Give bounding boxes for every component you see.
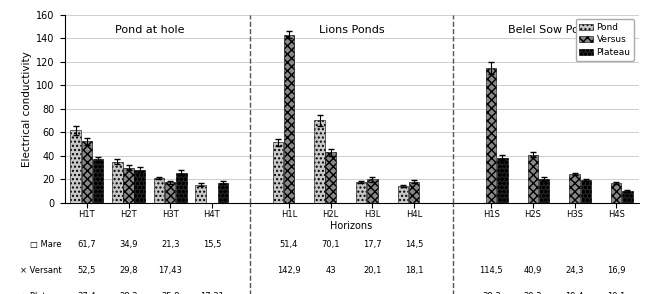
Text: 14,5: 14,5 [405,240,423,249]
Text: □ Mare: □ Mare [30,240,62,249]
Bar [397,186,408,203]
Bar [356,182,366,203]
Bar [284,35,294,203]
Bar [112,162,123,203]
Bar [326,152,336,203]
Text: 51,4: 51,4 [280,240,298,249]
Text: 34,9: 34,9 [119,240,138,249]
Text: × Versant: × Versant [20,266,62,275]
Legend: Pond, Versus, Plateau: Pond, Versus, Plateau [575,19,634,61]
Bar [528,155,538,203]
Text: 17,7: 17,7 [363,240,382,249]
Text: 25,8: 25,8 [161,293,179,294]
Text: 18,1: 18,1 [405,266,423,275]
Text: 61,7: 61,7 [77,240,96,249]
Bar [218,183,228,203]
Text: 40,9: 40,9 [524,266,542,275]
Text: 43: 43 [325,266,336,275]
Bar [70,130,81,203]
Bar [154,178,164,203]
Bar [367,179,377,203]
Bar [497,158,508,203]
Bar [123,168,134,203]
Bar [622,191,633,203]
Bar [314,121,324,203]
Bar [580,180,591,203]
Text: 38,3: 38,3 [482,293,501,294]
Bar [273,142,283,203]
Y-axis label: Electrical conductivity: Electrical conductivity [22,51,32,167]
Bar [611,183,621,203]
Text: Belel Sow Ponds: Belel Sow Ponds [508,25,599,35]
Text: 52,5: 52,5 [77,266,96,275]
Text: 70,1: 70,1 [321,240,340,249]
Text: 21,3: 21,3 [161,240,179,249]
Text: Pond at hole: Pond at hole [115,25,184,35]
Text: 19,4: 19,4 [566,293,584,294]
Text: 10,1: 10,1 [607,293,626,294]
Bar [409,182,419,203]
Text: 17,31: 17,31 [200,293,224,294]
Text: 24,3: 24,3 [565,266,584,275]
Text: 37,4: 37,4 [77,293,96,294]
Bar [570,174,580,203]
Text: 28,2: 28,2 [119,293,138,294]
Text: 17,43: 17,43 [158,266,182,275]
Text: 15,5: 15,5 [203,240,221,249]
Bar [93,159,103,203]
Text: 20,3: 20,3 [524,293,542,294]
Bar [176,173,186,203]
Bar [135,170,145,203]
Text: Lions Ponds: Lions Ponds [319,25,384,35]
Text: 114,5: 114,5 [479,266,503,275]
Text: 16,9: 16,9 [607,266,626,275]
X-axis label: Horizons: Horizons [330,221,373,231]
Text: 142,9: 142,9 [277,266,301,275]
Bar [486,68,497,203]
Bar [539,179,550,203]
Text: ● Plateau: ● Plateau [20,293,62,294]
Text: 29,8: 29,8 [119,266,138,275]
Bar [165,182,175,203]
Bar [82,141,92,203]
Text: 20,1: 20,1 [363,266,382,275]
Bar [195,185,206,203]
